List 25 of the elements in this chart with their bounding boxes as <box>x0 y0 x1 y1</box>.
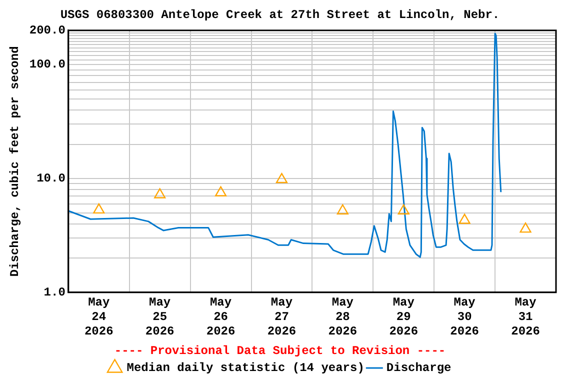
x-tick-label: May 29 2026 <box>389 296 418 338</box>
x-tick-label: May 31 2026 <box>511 296 540 338</box>
point <box>93 203 105 214</box>
point <box>520 222 532 233</box>
y-tick-label: 100.0 <box>29 58 66 72</box>
x-tick-label: May 30 2026 <box>450 296 479 338</box>
point <box>336 204 348 214</box>
x-tick-label: May 26 2026 <box>206 296 236 338</box>
text: ---- Provisional Data Subject to Revision ---- <box>114 344 446 358</box>
point <box>458 214 470 224</box>
y-tick-label: 200.0 <box>29 23 66 38</box>
y-tick-label: 10.0 <box>36 172 66 186</box>
y-axis-title: Discharge, cubic feet per second <box>8 46 22 277</box>
point <box>154 188 166 198</box>
point <box>398 204 410 214</box>
x-tick-label: May 28 2026 <box>328 296 358 338</box>
point <box>214 186 227 196</box>
x-tick-label: May 27 2026 <box>267 296 296 338</box>
chart-title: USGS 06803300 Antelope Creek at 27th Street at Lincoln, Nebr. <box>60 8 500 22</box>
x-tick-label: May 24 2026 <box>84 296 114 338</box>
y-tick-label: 1.0 <box>44 285 66 300</box>
legend-label: Median daily statistic (14 years) <box>126 361 364 376</box>
x-tick-label: May 25 2026 <box>145 296 174 338</box>
legend-label: Discharge <box>386 361 452 376</box>
point <box>276 172 288 184</box>
